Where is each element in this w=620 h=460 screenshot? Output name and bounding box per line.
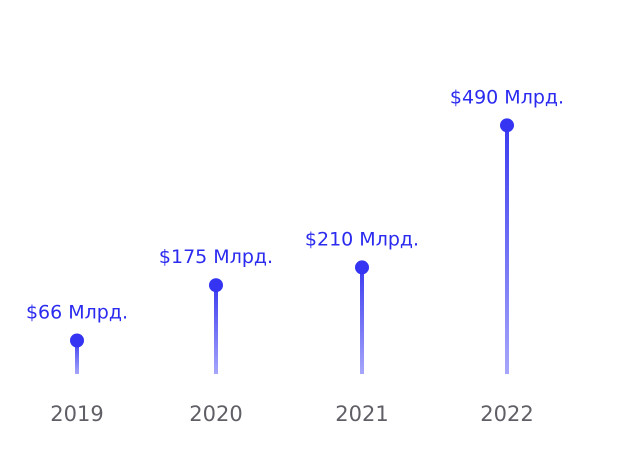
year-label-2021: 2021 bbox=[335, 402, 388, 426]
value-label-2021: $210 Млрд. bbox=[305, 228, 419, 250]
year-label-2020: 2020 bbox=[189, 402, 242, 426]
marker-2019 bbox=[70, 333, 84, 348]
value-label-2019: $66 Млрд. bbox=[26, 302, 128, 324]
marker-2021 bbox=[355, 260, 369, 275]
marker-2022 bbox=[500, 118, 514, 133]
value-label-2022: $490 Млрд. bbox=[450, 86, 564, 108]
stem-2019 bbox=[75, 340, 79, 374]
chart-marks: $66 Млрд. 2019 $175 Млрд. 2020 $210 Млрд. 202… bbox=[26, 86, 564, 426]
stem-2020 bbox=[214, 285, 218, 374]
marker-2020 bbox=[209, 278, 223, 293]
stem-2021 bbox=[360, 267, 364, 374]
stem-2022 bbox=[505, 125, 509, 374]
value-label-2020: $175 Млрд. bbox=[159, 246, 273, 268]
year-label-2019: 2019 bbox=[50, 402, 103, 426]
year-label-2022: 2022 bbox=[480, 402, 533, 426]
